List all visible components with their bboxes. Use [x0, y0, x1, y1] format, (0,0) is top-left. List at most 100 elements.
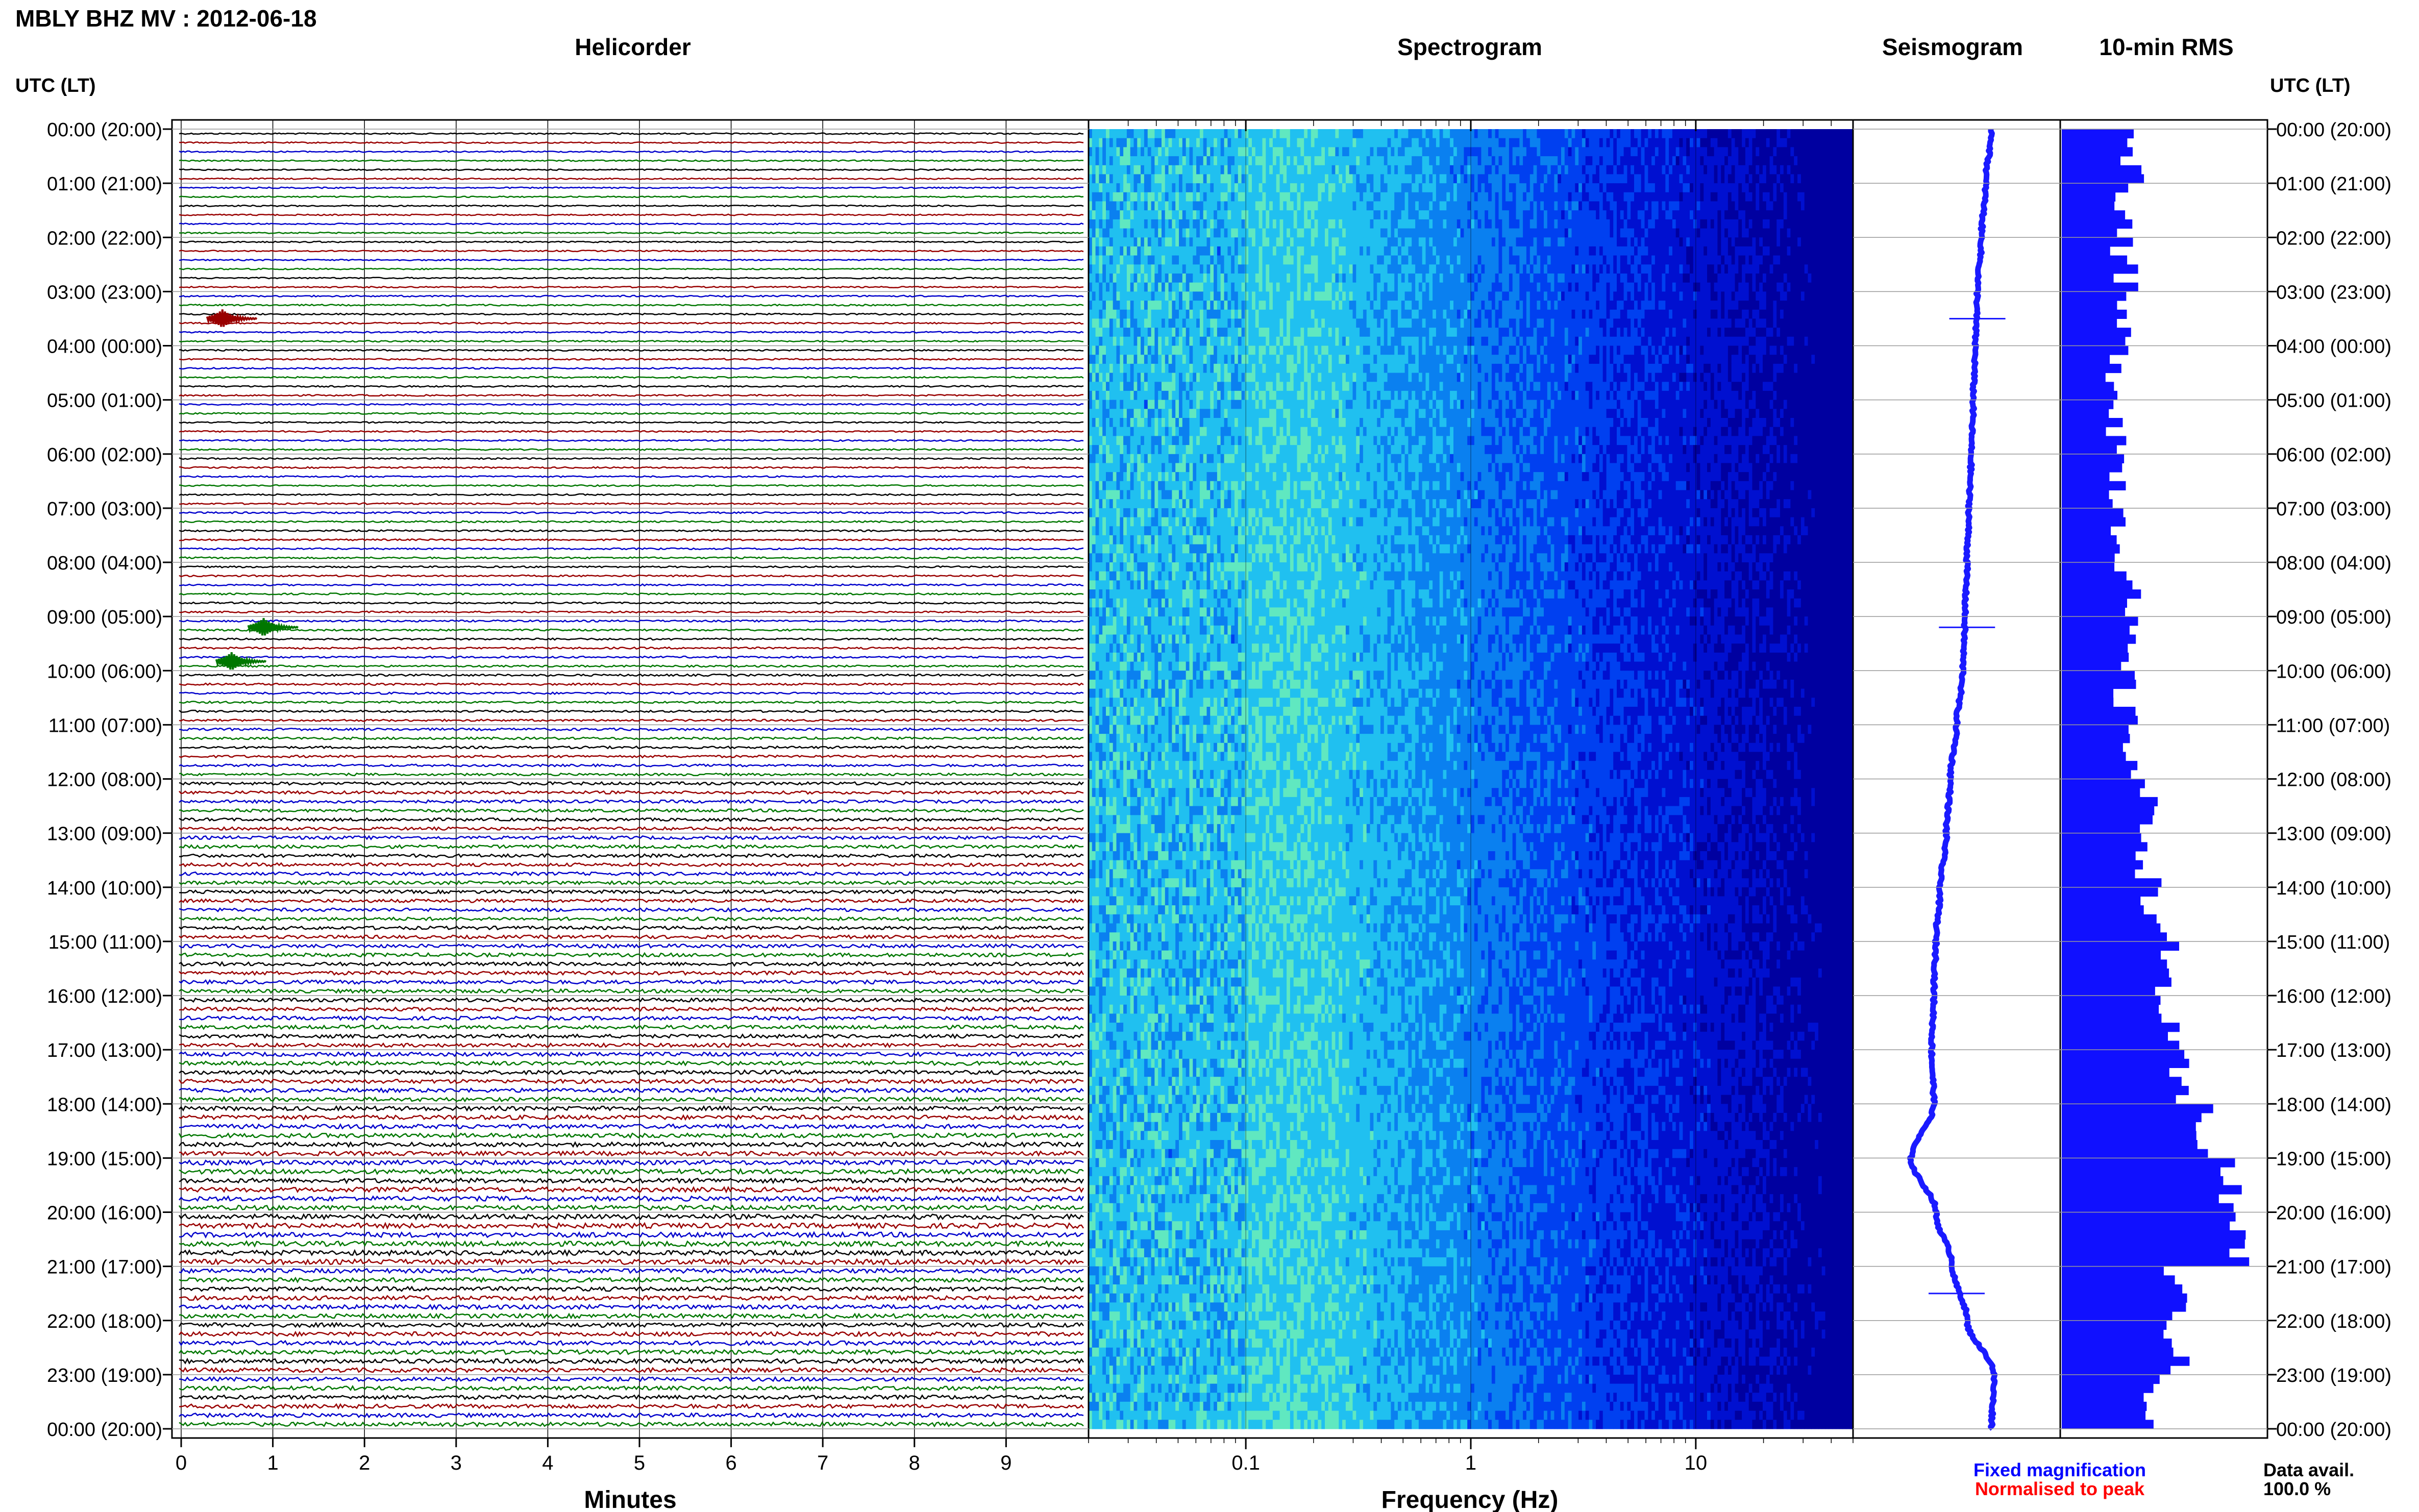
spectrogram-cell — [1169, 301, 1172, 310]
spectrogram-cell — [1300, 229, 1304, 238]
spectrogram-cell — [1384, 174, 1388, 183]
spectrogram-cell — [1294, 246, 1297, 256]
spectrogram-cell — [1811, 156, 1815, 165]
spectrogram-cell — [1217, 156, 1221, 165]
spectrogram-cell — [1690, 256, 1693, 265]
spectrogram-cell — [1325, 246, 1328, 256]
spectrogram-cell — [1370, 291, 1374, 301]
spectrogram-cell — [1770, 256, 1773, 265]
spectrogram-cell — [1624, 192, 1627, 202]
spectrogram-cell — [1613, 192, 1617, 202]
spectrogram-cell — [1242, 237, 1245, 246]
spectrogram-cell — [1669, 147, 1672, 156]
spectrogram-cell — [1776, 147, 1780, 156]
spectrogram-cell — [1526, 274, 1530, 283]
spectrogram-cell — [1172, 229, 1175, 238]
spectrogram-cell — [1377, 156, 1380, 165]
spectrogram-cell — [1676, 318, 1680, 328]
spectrogram-cell — [1287, 192, 1290, 202]
spectrogram-cell — [1526, 237, 1530, 246]
spectrogram-cell — [1784, 210, 1787, 219]
spectrogram-cell — [1829, 210, 1832, 219]
spectrogram-cell — [1711, 183, 1714, 192]
spectrogram-cell — [1481, 192, 1485, 202]
spectrogram-cell — [1224, 229, 1228, 238]
spectrogram-cell — [1651, 202, 1655, 211]
spectrogram-cell — [1307, 264, 1311, 274]
spectrogram-cell — [1505, 156, 1509, 165]
spectrogram-cell — [1634, 202, 1638, 211]
spectrogram-cell — [1613, 237, 1617, 246]
spectrogram-cell — [1534, 283, 1537, 292]
spectrogram-cell — [1714, 264, 1718, 274]
spectrogram-cell — [1502, 219, 1505, 229]
spectrogram-cell — [1408, 183, 1412, 192]
spectrogram-cell — [1224, 274, 1228, 283]
spectrogram-cell — [1558, 202, 1561, 211]
spectrogram-cell — [1516, 156, 1520, 165]
spectrogram-cell — [1123, 318, 1127, 328]
spectrogram-cell — [1193, 310, 1196, 319]
spectrogram-cell — [1412, 229, 1415, 238]
spectrogram-cell — [1263, 291, 1266, 301]
spectrogram-cell — [1822, 283, 1825, 292]
spectrogram-cell — [1478, 291, 1482, 301]
spectrogram-cell — [1363, 291, 1367, 301]
spectrogram-cell — [1627, 256, 1631, 265]
spectrogram-cell — [1790, 229, 1794, 238]
spectrogram-cell — [1342, 219, 1346, 229]
spectrogram-cell — [1203, 165, 1207, 175]
spectrogram-cell — [1259, 237, 1263, 246]
spectrogram-cell — [1526, 165, 1530, 175]
spectrogram-cell — [1335, 229, 1339, 238]
spectrogram-cell — [1572, 210, 1575, 219]
spectrogram-cell — [1190, 264, 1193, 274]
spectrogram-cell — [1672, 246, 1676, 256]
spectrogram-cell — [1700, 256, 1704, 265]
spectrogram-cell — [1335, 202, 1339, 211]
spectrogram-cell — [1391, 174, 1394, 183]
spectrogram-cell — [1203, 318, 1207, 328]
spectrogram-cell — [1693, 138, 1697, 147]
spectrogram-cell — [1134, 129, 1138, 138]
spectrogram-cell — [1165, 283, 1169, 292]
spectrogram-cell — [1780, 283, 1784, 292]
spectrogram-cell — [1700, 246, 1704, 256]
spectrogram-cell — [1450, 291, 1453, 301]
spectrogram-cell — [1505, 165, 1509, 175]
spectrogram-cell — [1578, 210, 1582, 219]
spectrogram-cell — [1693, 147, 1697, 156]
spectrogram-cell — [1655, 229, 1659, 238]
spectrogram-cell — [1537, 310, 1540, 319]
spectrogram-cell — [1154, 219, 1158, 229]
spectrogram-cell — [1732, 264, 1735, 274]
spectrogram-cell — [1558, 301, 1561, 310]
spectrogram-cell — [1704, 210, 1707, 219]
spectrogram-cell — [1242, 165, 1245, 175]
spectrogram-cell — [1492, 301, 1495, 310]
spectrogram-cell — [1832, 210, 1836, 219]
spectrogram-cell — [1749, 291, 1752, 301]
spectrogram-cell — [1815, 165, 1818, 175]
spectrogram-cell — [1373, 237, 1377, 246]
spectrogram-cell — [1123, 183, 1127, 192]
spectrogram-cell — [1544, 274, 1547, 283]
spectrogram-cell — [1558, 147, 1561, 156]
spectrogram-cell — [1811, 129, 1815, 138]
spectrogram-cell — [1175, 246, 1179, 256]
spectrogram-cell — [1290, 274, 1294, 283]
spectrogram-cell — [1738, 301, 1742, 310]
spectrogram-cell — [1832, 147, 1836, 156]
spectrogram-cell — [1255, 129, 1259, 138]
spectrogram-cell — [1728, 237, 1732, 246]
spectrogram-cell — [1099, 192, 1102, 202]
spectrogram-cell — [1732, 174, 1735, 183]
spectrogram-cell — [1770, 156, 1773, 165]
spectrogram-cell — [1485, 156, 1488, 165]
spectrogram-cell — [1332, 264, 1336, 274]
spectrogram-cell — [1294, 210, 1297, 219]
spectrogram-cell — [1273, 192, 1276, 202]
spectrogram-cell — [1162, 291, 1165, 301]
spectrogram-cell — [1443, 301, 1447, 310]
spectrogram-cell — [1190, 147, 1193, 156]
